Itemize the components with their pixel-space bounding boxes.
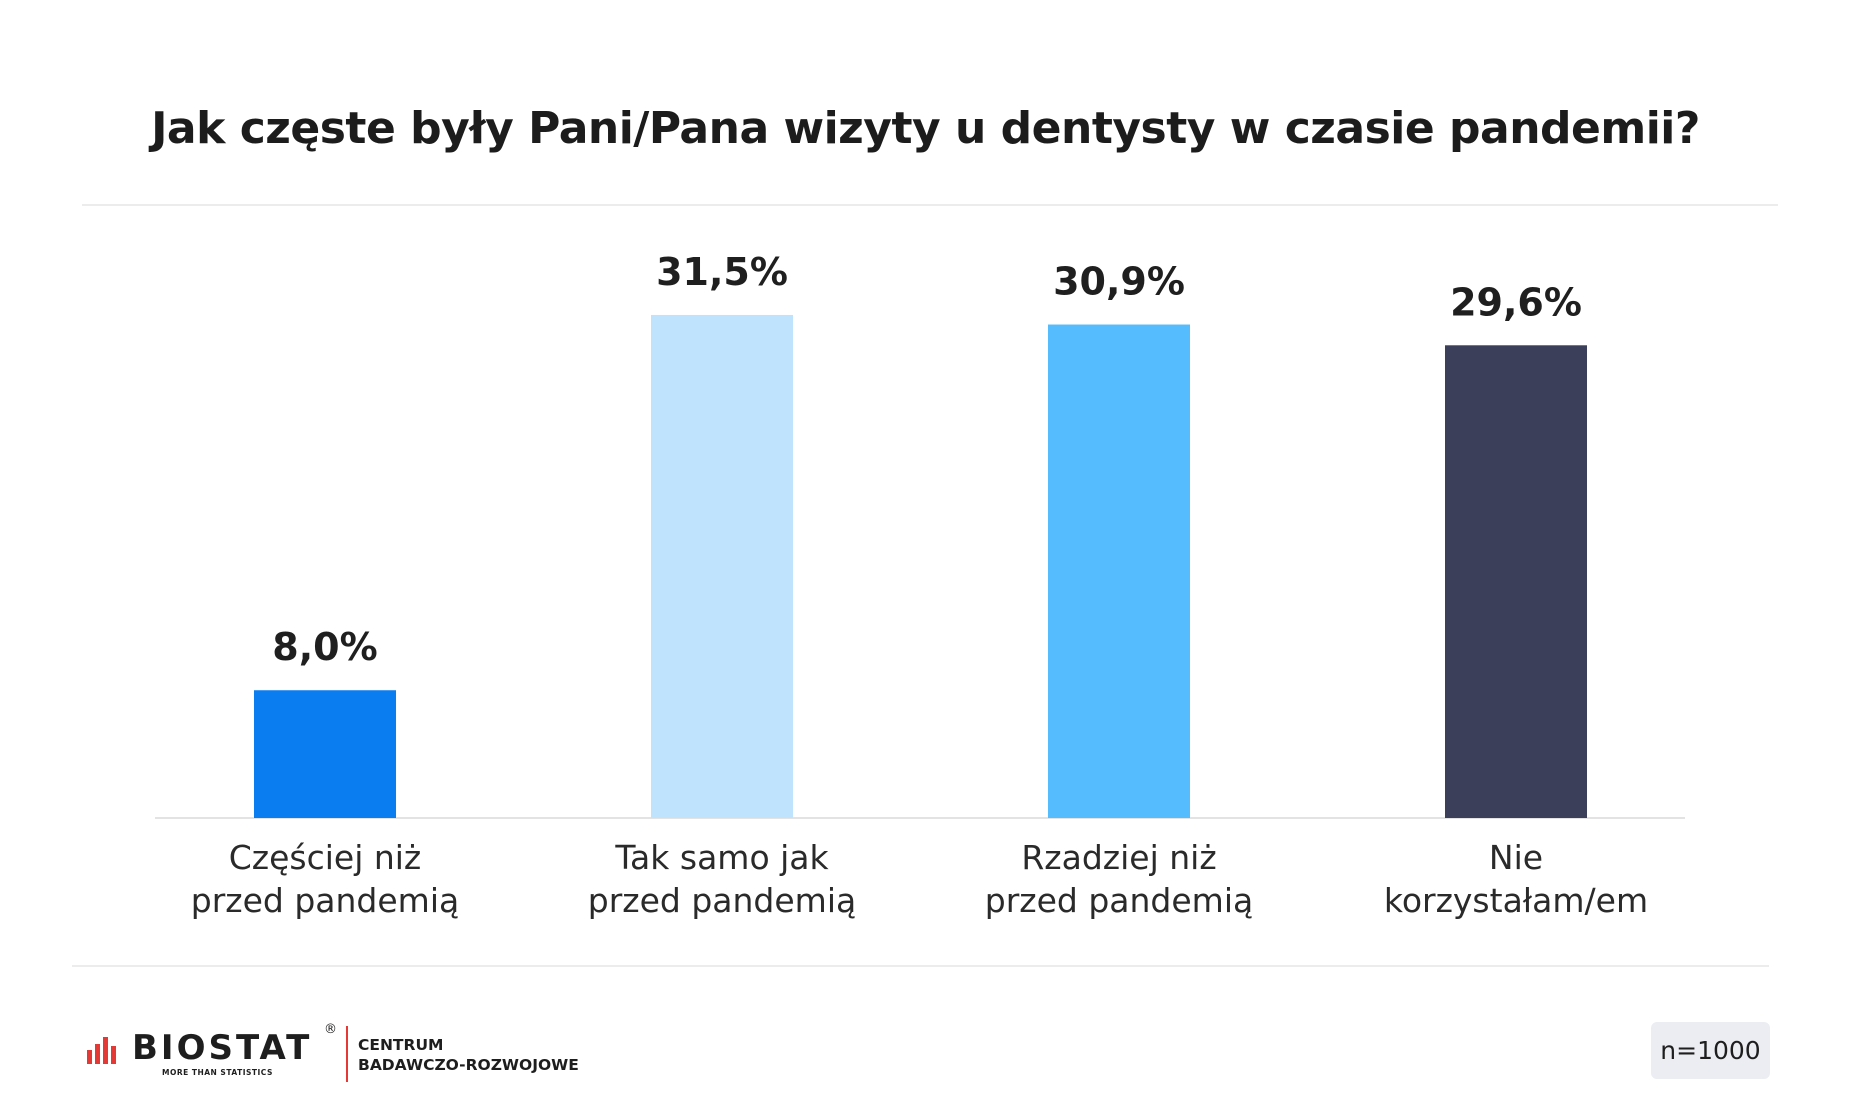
biostat-logo: BIOSTAT ® MORE THAN STATISTICS CENTRUM B… <box>86 1022 606 1086</box>
logo-centre-line2: BADAWCZO-ROZWOJOWE <box>358 1056 579 1074</box>
category-label-3-line-2: przed pandemią <box>985 881 1253 920</box>
category-label-4-line-1: Nie <box>1489 838 1543 877</box>
page-title: Jak częste były Pani/Pana wizyty u denty… <box>151 103 1700 154</box>
category-label-1-line-1: Częściej niż <box>229 838 422 877</box>
value-labels-group: 8,0% 31,5% 30,9% 29,6% <box>272 250 1582 669</box>
title-divider <box>82 204 1778 206</box>
logo-tagline: MORE THAN STATISTICS <box>162 1068 273 1077</box>
value-label-3: 30,9% <box>1053 260 1185 304</box>
logo-registered-mark: ® <box>324 1022 337 1037</box>
bar-3 <box>1048 324 1190 818</box>
bar-2 <box>651 314 793 818</box>
logo-separator <box>346 1026 348 1082</box>
category-label-1-line-2: przed pandemią <box>191 881 459 920</box>
footer-divider <box>72 965 1769 967</box>
category-label-2-line-2: przed pandemią <box>588 881 856 920</box>
bars-group <box>254 314 1587 818</box>
sample-size-badge: n=1000 <box>1651 1022 1770 1079</box>
category-label-4-line-2: korzystałam/em <box>1384 881 1648 920</box>
category-label-2-line-1: Tak samo jak <box>614 838 829 877</box>
value-label-2: 31,5% <box>656 250 788 294</box>
logo-bars-icon <box>87 1037 116 1064</box>
bar-4 <box>1445 345 1587 818</box>
category-labels-group: Częściej niż przed pandemią Tak samo jak pr… <box>191 838 1648 920</box>
bar-1 <box>254 690 396 818</box>
logo-wordmark: BIOSTAT <box>132 1028 313 1068</box>
value-label-4: 29,6% <box>1450 280 1582 324</box>
category-label-3-line-1: Rzadziej niż <box>1021 838 1216 877</box>
value-label-1: 8,0% <box>272 625 377 669</box>
logo-centre-line1: CENTRUM <box>358 1036 444 1054</box>
